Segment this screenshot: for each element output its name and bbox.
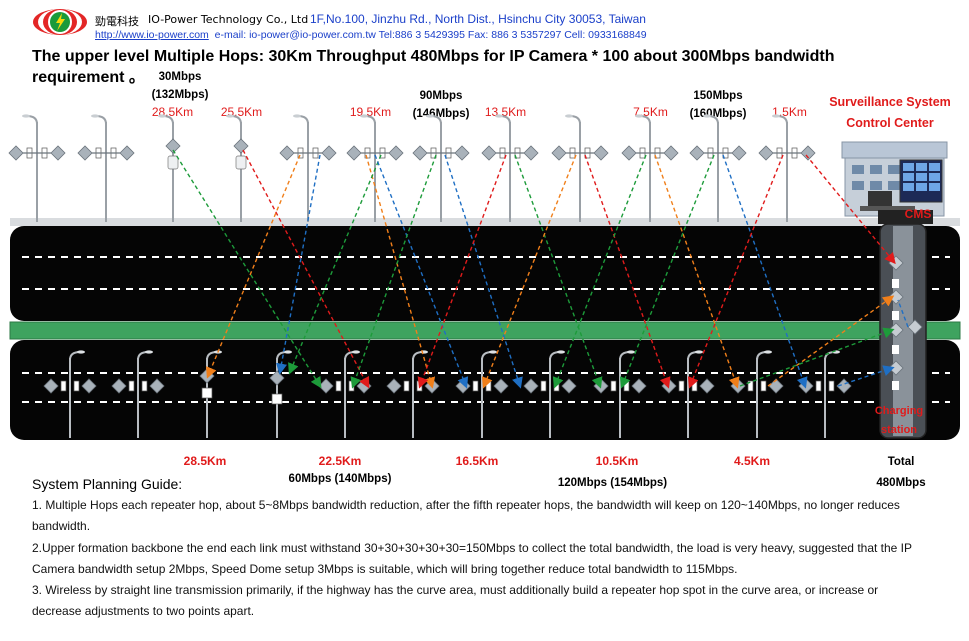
guide-paragraph-1: 1. Multiple Hops each repeater hop, abou… [32, 498, 900, 533]
lower-dist-3: 16.5Km [455, 454, 499, 468]
company-address: 1F,No.100, Jinzhu Rd., North Dist., Hsin… [310, 12, 646, 26]
upper-dist-3: 19.5Km [349, 105, 392, 119]
upper-dist-4: 13.5Km [484, 105, 527, 119]
lower-dist-4: 10.5Km [595, 454, 639, 468]
contact-line: http://www.io-power.com e-mail: io-power… [95, 29, 647, 41]
company-name-en: IO-Power Technology Co., Ltd [148, 13, 309, 26]
median-strip [9, 321, 961, 340]
lower-dist-5: 4.5Km [733, 454, 771, 468]
company-name-cn: 勁電科技 [95, 15, 139, 28]
wireless-links [172, 149, 909, 389]
total-bandwidth: Total 480Mbps [876, 456, 926, 489]
contact-info: e-mail: io-power@io-power.com.tw Tel:886… [214, 29, 647, 41]
camera-icon [233, 138, 249, 170]
lower-dist-1: 28.5Km [183, 454, 227, 468]
website-link[interactable]: http://www.io-power.com [95, 29, 209, 41]
guide-paragraph-2: 2.Upper formation backbone the end each … [32, 541, 912, 576]
control-center-label: Surveillance System Control Center [829, 95, 951, 130]
upper-bw-3: 150Mbps (160Mbps) [689, 90, 747, 120]
control-center-building [841, 141, 948, 224]
page-title: The upper level Multiple Hops: 30Km Thro… [32, 48, 835, 86]
upper-pole-row [8, 113, 816, 223]
guide-paragraph-3: 3. Wireless by straight line transmissio… [32, 583, 879, 618]
lower-bw-2: 120Mbps (154Mbps) [557, 477, 668, 489]
camera-icon [165, 138, 181, 170]
cms-label: CMS [905, 207, 932, 221]
upper-roadside [10, 218, 960, 226]
upper-bw-1: 30Mbps (132Mbps) [151, 71, 209, 101]
upper-bw-2: 90Mbps (146Mbps) [412, 90, 470, 120]
charging-station-label: Charging station [874, 405, 924, 436]
company-logo [32, 8, 88, 36]
lower-road [10, 340, 960, 440]
lower-bw-1: 60Mbps (140Mbps) [288, 473, 392, 485]
guide-heading: System Planning Guide: [32, 476, 183, 492]
upper-road [10, 226, 960, 321]
lower-dist-2: 22.5Km [318, 454, 362, 468]
